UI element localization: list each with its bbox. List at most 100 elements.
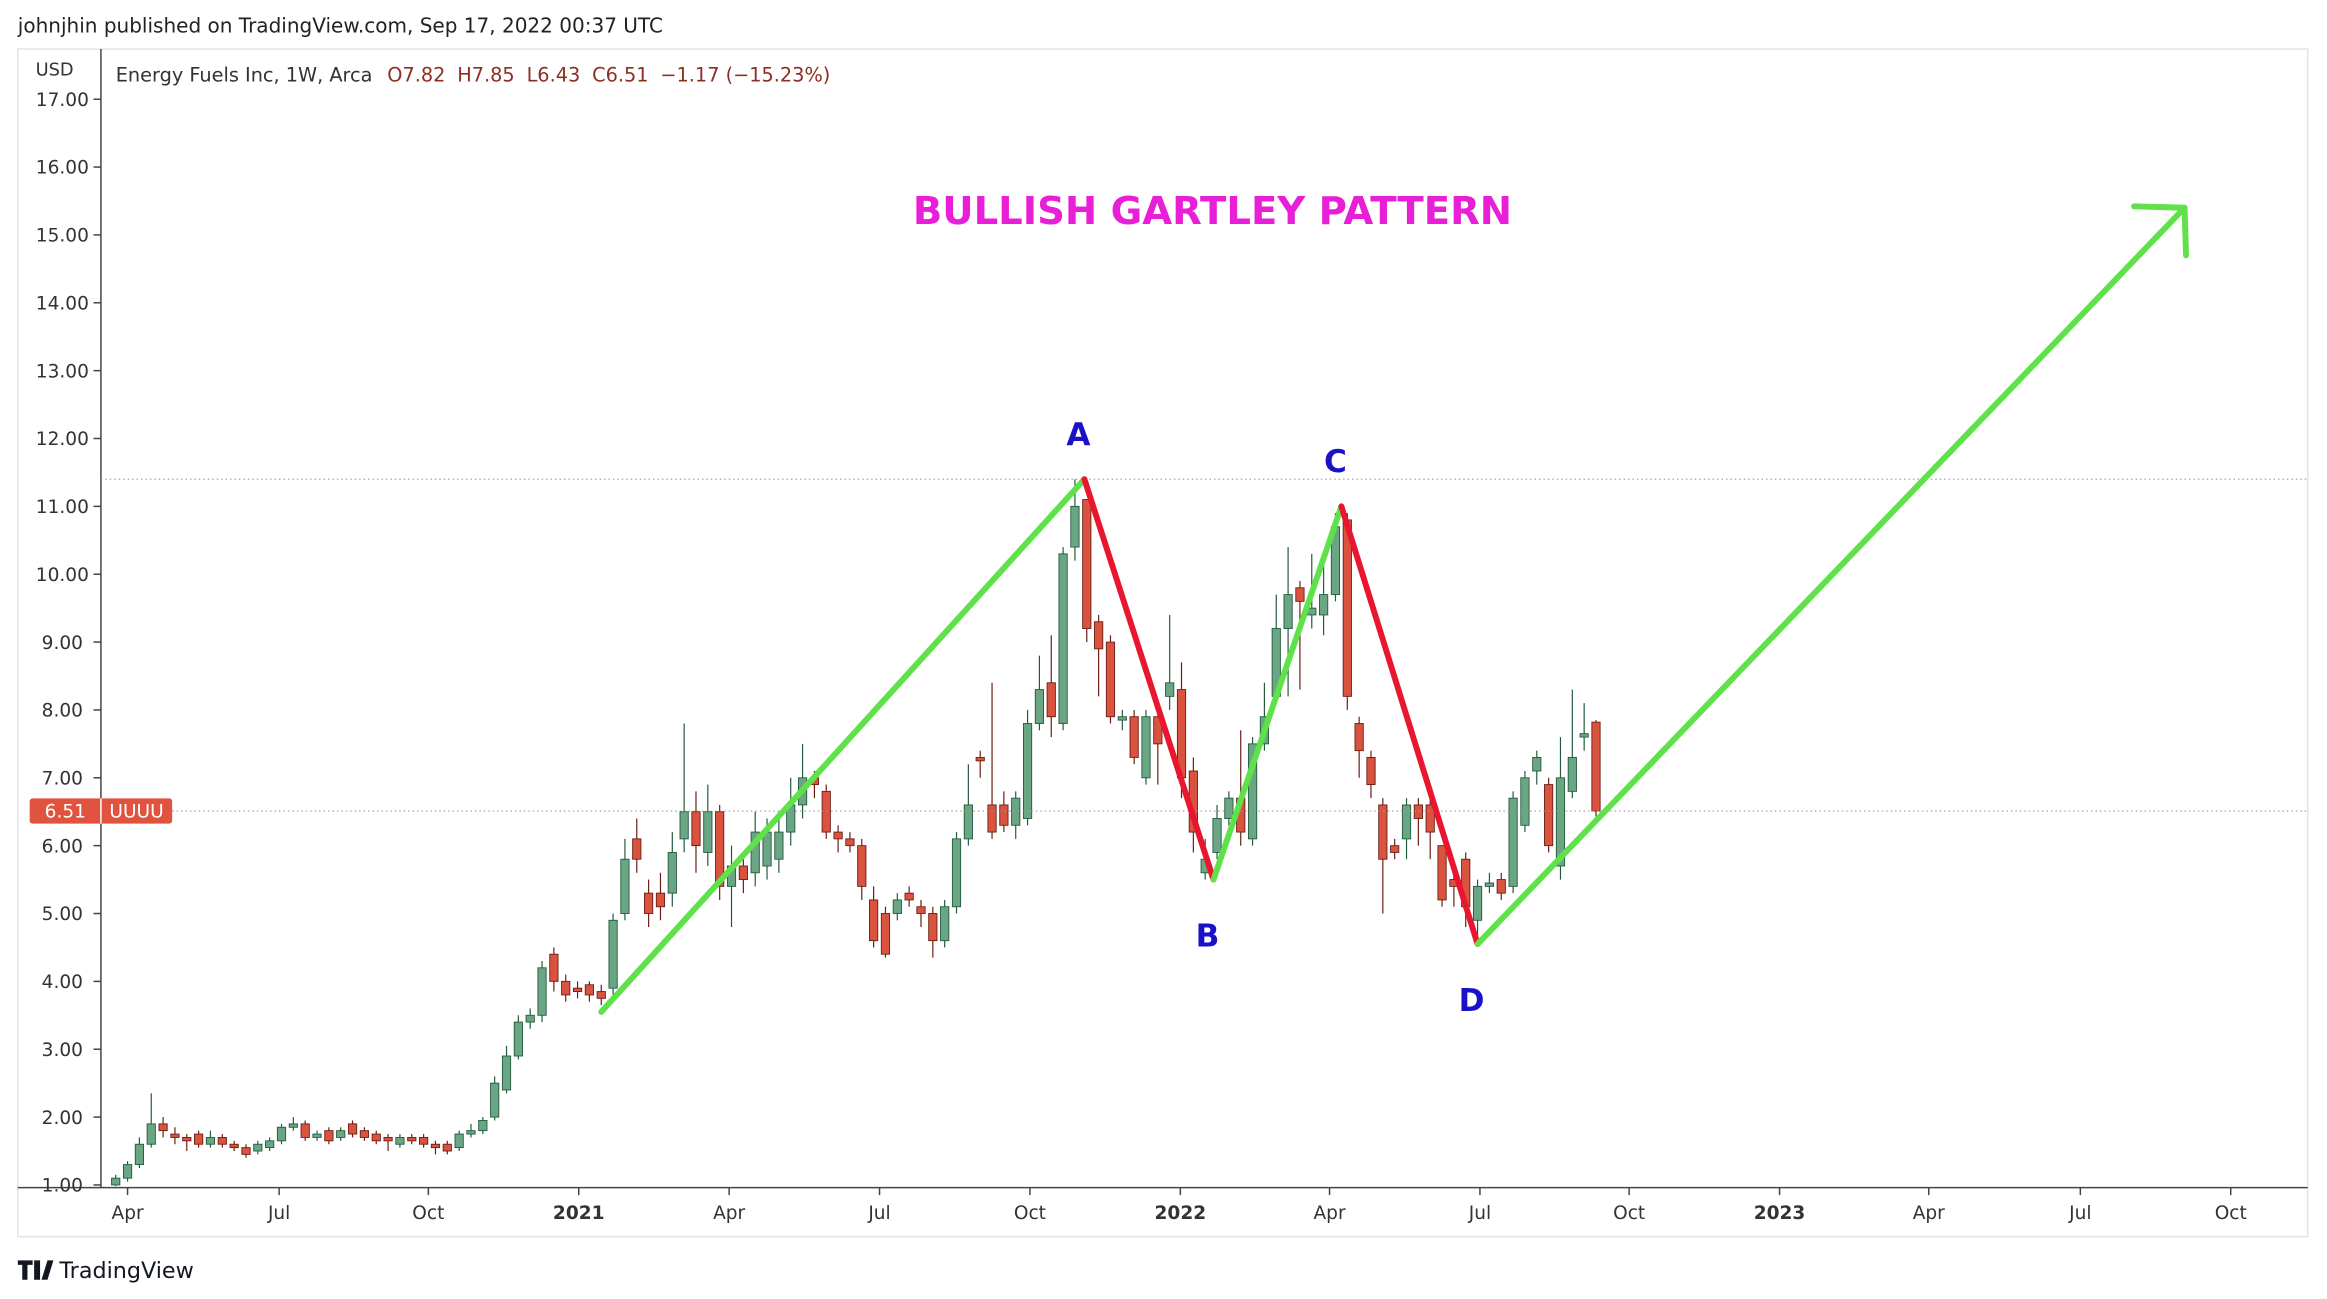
candle-body xyxy=(584,984,594,996)
candle-body xyxy=(999,804,1009,826)
candle-body xyxy=(1520,777,1530,826)
x-tick-label: 2023 xyxy=(1754,1203,1806,1224)
candle xyxy=(430,1140,441,1155)
chart-title: BULLISH GARTLEY PATTERN xyxy=(913,189,1512,234)
candle xyxy=(1390,838,1400,860)
candle-body xyxy=(1579,733,1589,738)
y-tick-label: 3.00 xyxy=(42,1040,83,1061)
candle-body xyxy=(501,1055,512,1091)
candle xyxy=(904,886,914,907)
candle-body xyxy=(691,811,701,847)
candle-body xyxy=(1094,621,1104,650)
candle-body xyxy=(1295,587,1305,602)
candle-body xyxy=(1105,641,1116,718)
candle xyxy=(1212,804,1222,860)
candle-body xyxy=(1472,885,1483,921)
candle-body xyxy=(561,980,571,996)
y-tick-label: 14.00 xyxy=(36,293,89,314)
candle xyxy=(1544,777,1554,853)
legend-high: H7.85 xyxy=(457,64,514,87)
candle-body xyxy=(940,906,950,942)
candle-body xyxy=(1354,723,1364,752)
candle xyxy=(288,1117,298,1131)
candle xyxy=(572,981,583,999)
candle-body xyxy=(537,967,547,1016)
currency: USD xyxy=(36,60,74,81)
candle xyxy=(122,1161,133,1182)
candle-body xyxy=(667,851,677,894)
candle xyxy=(419,1134,429,1148)
x-tick-label: Apr xyxy=(1913,1203,1945,1224)
candle xyxy=(655,872,666,921)
chart-frame xyxy=(17,48,2309,1238)
candle-body xyxy=(1484,882,1495,887)
candle xyxy=(1354,716,1364,778)
pattern-leg xyxy=(1081,476,1217,883)
candle-body xyxy=(738,865,748,881)
candle xyxy=(537,961,547,1023)
candle xyxy=(975,750,985,778)
candle-body xyxy=(265,1140,275,1149)
candle xyxy=(490,1076,500,1121)
candle-body xyxy=(1366,756,1376,786)
candle xyxy=(1366,750,1376,799)
candle xyxy=(205,1130,216,1148)
y-tick-label: 16.00 xyxy=(36,158,89,179)
candle xyxy=(928,906,938,958)
candle xyxy=(561,974,571,1002)
pattern-leg xyxy=(598,476,1088,1015)
candle xyxy=(371,1130,381,1145)
candle-body xyxy=(596,991,606,999)
candle-body xyxy=(869,899,879,942)
candle xyxy=(620,838,630,921)
y-tick-label: 4.00 xyxy=(42,972,83,993)
candle-body xyxy=(644,892,654,914)
candle xyxy=(1141,709,1151,785)
candle xyxy=(679,723,689,853)
candle xyxy=(703,784,713,867)
candle-body xyxy=(1129,716,1139,758)
candle-body xyxy=(276,1126,287,1142)
candle xyxy=(1520,771,1530,833)
y-tick-label: 11.00 xyxy=(36,497,89,518)
candle xyxy=(691,791,701,873)
candle-body xyxy=(170,1133,180,1138)
y-tick-label: 9.00 xyxy=(42,633,83,654)
candle-body xyxy=(205,1136,216,1145)
candle-body xyxy=(383,1136,393,1142)
candle xyxy=(513,1015,523,1060)
candle-body xyxy=(122,1164,133,1179)
candle-body xyxy=(1058,553,1068,724)
candle-body xyxy=(454,1133,464,1149)
candle-body xyxy=(715,811,725,887)
candle-body xyxy=(1141,716,1151,779)
legend-title: Energy Fuels Inc, 1W, Arca xyxy=(116,64,373,87)
candle-body xyxy=(1567,756,1577,792)
footer: TradingView xyxy=(58,1258,193,1284)
candle xyxy=(478,1117,488,1135)
candle-body xyxy=(679,811,689,840)
candle xyxy=(1022,709,1033,826)
pattern-label: B xyxy=(1196,918,1220,954)
header: johnjhin published on TradingView.com, S… xyxy=(17,14,663,38)
candle-body xyxy=(821,790,831,833)
candle-body xyxy=(975,756,985,762)
candle xyxy=(1532,750,1542,785)
candle-body xyxy=(1082,499,1092,629)
candle-body xyxy=(928,913,938,942)
legend-open: O7.82 xyxy=(387,64,445,87)
candle xyxy=(1283,547,1293,697)
candle xyxy=(1579,703,1589,751)
pattern-label: D xyxy=(1459,983,1485,1019)
candle-body xyxy=(1437,845,1447,901)
candle xyxy=(940,899,950,948)
candle-body xyxy=(620,858,630,914)
candle-body xyxy=(1390,845,1400,853)
candle xyxy=(1117,709,1127,731)
candle xyxy=(1591,720,1601,817)
candle xyxy=(1058,547,1068,731)
y-tick-label: 6.00 xyxy=(42,836,83,857)
candle xyxy=(525,1008,535,1029)
